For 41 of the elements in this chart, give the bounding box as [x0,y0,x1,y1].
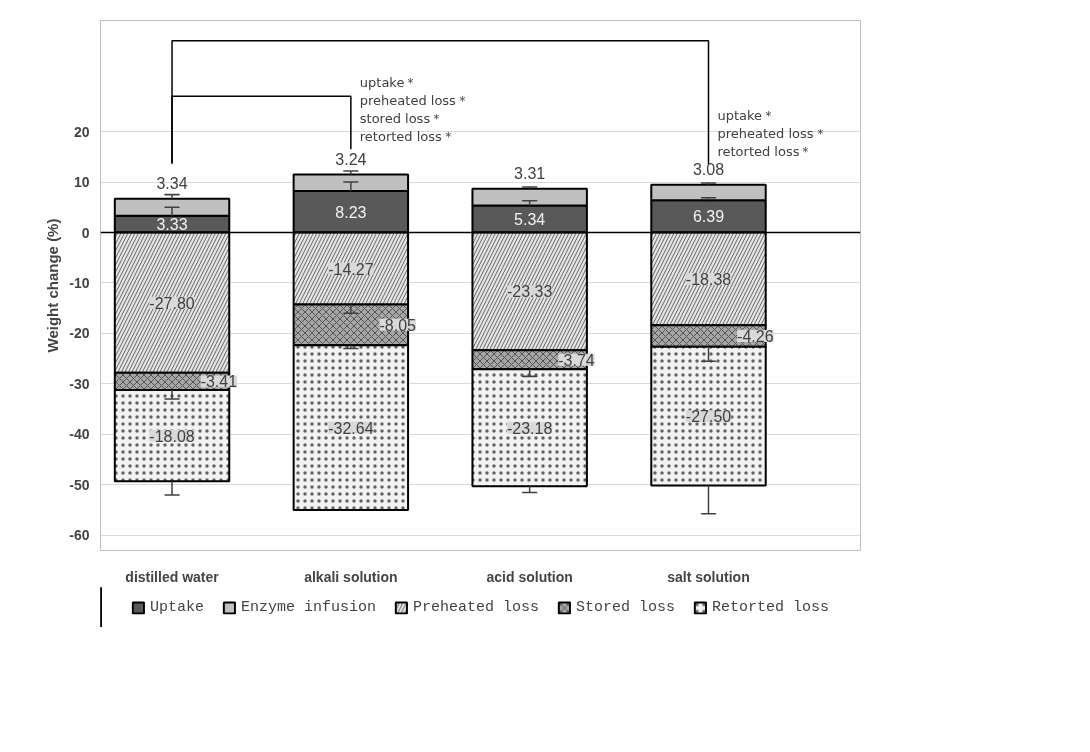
data-label: 5.34 [514,211,546,229]
legend-label: Enzyme infusion [240,598,376,616]
y-tick-label: -20 [69,325,90,342]
data-label: -8.05 [379,316,417,334]
y-tick-label: 20 [73,123,90,140]
data-label: -27.80 [149,294,195,312]
legend-label: Stored loss [576,598,676,616]
y-tick-label: -60 [69,527,90,544]
data-label: 3.31 [514,164,546,182]
x-tick-label: alkali solution [304,568,398,585]
y-tick-label: -40 [69,426,90,443]
data-label: 8.23 [335,203,367,221]
data-label: -23.33 [506,283,553,301]
y-axis-title: Weight change (%) [44,218,62,353]
data-label: -3.41 [200,373,238,391]
data-label: 6.39 [692,208,725,226]
annotation: uptake＊ preheated loss＊ stored loss＊ retorted loss＊ [359,75,469,145]
data-label: -18.08 [149,427,195,445]
data-label: -27.50 [685,408,732,426]
data-label: -18.38 [685,270,732,288]
legend-label: Retorted loss [712,598,830,616]
data-label: -14.27 [328,260,374,278]
data-label: -23.18 [506,419,553,437]
x-tick-label: salt solution [667,568,750,585]
data-label: 3.33 [156,216,188,234]
data-label: -4.26 [737,328,774,346]
data-label: -3.74 [558,351,595,369]
data-label: -32.64 [328,419,374,437]
legend-label: Uptake [149,598,204,616]
y-tick-label: 10 [73,174,90,191]
legend-label: Preheated loss [412,598,540,616]
data-label: 3.34 [156,174,188,192]
data-label: 3.24 [335,150,367,168]
y-tick-label: -30 [69,375,90,392]
y-tick-label: 0 [81,224,90,241]
annotation: uptake＊ preheated loss＊ retorted loss＊ [717,108,827,160]
data-label: 3.08 [692,160,725,178]
y-tick-label: -10 [69,274,90,291]
x-tick-label: acid solution [486,568,573,585]
x-tick-label: distilled water [125,568,220,585]
y-tick-label: -50 [69,476,90,493]
